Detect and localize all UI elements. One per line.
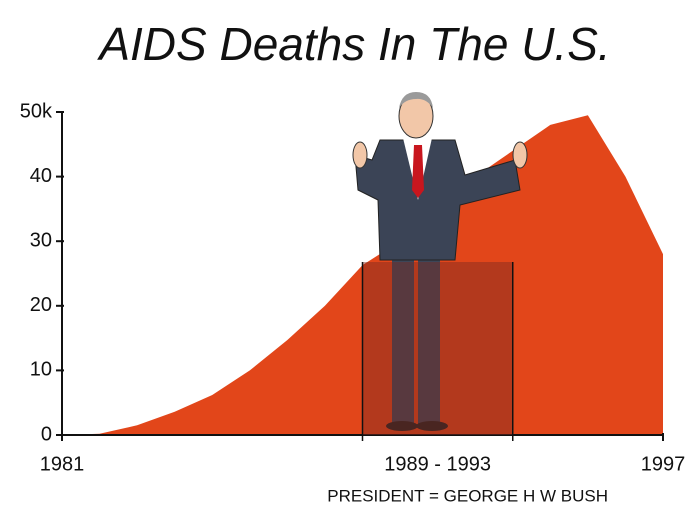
y-tick-label: 30 — [30, 229, 52, 251]
y-tick-label: 50k — [20, 100, 53, 122]
hand — [352, 141, 368, 169]
y-tick-label: 10 — [30, 359, 52, 381]
leg — [392, 255, 414, 425]
leg — [418, 255, 440, 425]
x-tick-label: 1997 — [641, 453, 686, 475]
y-tick-label: 0 — [41, 423, 52, 445]
shoe — [416, 421, 448, 431]
highlight-label: 1989 - 1993 — [384, 453, 491, 475]
hand — [512, 141, 528, 169]
annotation: PRESIDENT = GEORGE H W BUSH — [327, 486, 608, 505]
y-tick-label: 40 — [30, 165, 52, 187]
tie — [412, 145, 424, 198]
highlight-band — [362, 262, 513, 435]
y-tick-label: 20 — [30, 294, 52, 316]
shoe — [386, 421, 418, 431]
chart-title: AIDS Deaths In The U.S. — [96, 18, 610, 70]
hair — [399, 92, 433, 108]
president-figure — [352, 92, 528, 431]
overlay: 0 10 20 30 40 50k 1981 1997 1989 - 1993 PRESIDENT… — [20, 100, 686, 505]
x-tick-label: 1981 — [40, 453, 85, 475]
